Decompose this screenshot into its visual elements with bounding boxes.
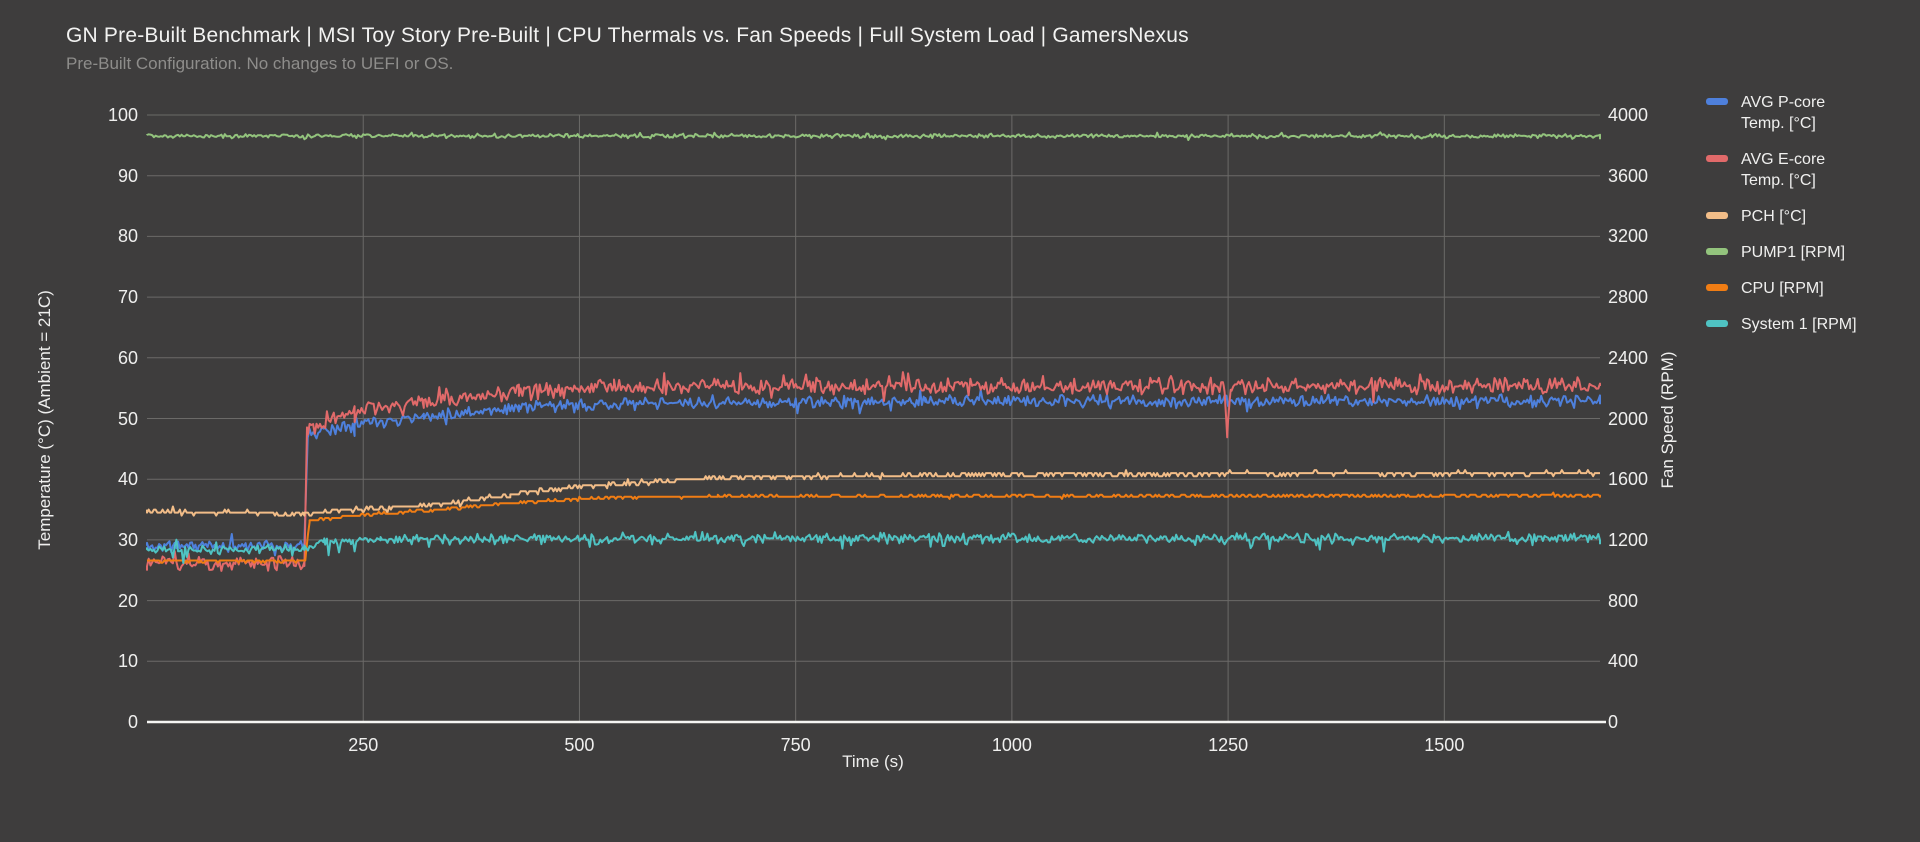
y-left-tick-label: 60 xyxy=(117,347,138,368)
legend-item-avg-e-core-temp: AVG E-core Temp. [°C] xyxy=(1706,149,1857,191)
legend-item-system-1: System 1 [RPM] xyxy=(1706,314,1857,335)
x-tick-label: 750 xyxy=(780,735,811,755)
x-tick-label: 1250 xyxy=(1208,735,1249,755)
y-axis-title-left: Temperature (°C) (Ambient = 21C) xyxy=(35,290,54,550)
y-right-tick-label: 800 xyxy=(1608,590,1639,611)
y-right-tick-label: 4000 xyxy=(1608,105,1649,125)
legend-label-system-1: System 1 [RPM] xyxy=(1741,316,1857,333)
x-tick-label: 1500 xyxy=(1424,735,1465,755)
legend-swatch-pump1 xyxy=(1706,248,1728,255)
y-left-tick-label: 10 xyxy=(117,651,138,672)
y-left-tick-label: 20 xyxy=(117,590,138,611)
y-right-tick-label: 3200 xyxy=(1608,226,1649,247)
x-axis-title: Time (s) xyxy=(842,752,904,771)
y-left-tick-label: 50 xyxy=(117,408,138,429)
legend-item-pch: PCH [°C] xyxy=(1706,206,1857,227)
y-left-tick-label: 0 xyxy=(127,712,138,732)
y-right-tick-label: 2400 xyxy=(1608,347,1649,368)
legend-swatch-cpu xyxy=(1706,284,1728,291)
y-right-tick-label: 2800 xyxy=(1608,287,1649,308)
series-line-pch xyxy=(146,469,1600,517)
legend-label-avg-p-core-temp: AVG P-core Temp. [°C] xyxy=(1741,94,1826,132)
y-left-tick-label: 90 xyxy=(117,165,138,186)
y-right-tick-label: 1600 xyxy=(1608,469,1649,490)
series-line-pump1 xyxy=(146,131,1601,141)
y-right-tick-label: 1200 xyxy=(1608,529,1649,550)
legend-swatch-avg-p-core-temp xyxy=(1706,98,1728,105)
chart-title: GN Pre-Built Benchmark | MSI Toy Story P… xyxy=(66,24,1189,47)
x-tick-label: 500 xyxy=(564,735,595,755)
legend-label-avg-e-core-temp: AVG E-core Temp. [°C] xyxy=(1741,151,1826,189)
series-line-cpu xyxy=(147,491,1601,564)
series-line-avg-p-core-temp xyxy=(146,389,1601,557)
x-tick-label: 1000 xyxy=(991,735,1032,755)
legend-label-pump1: PUMP1 [RPM] xyxy=(1741,244,1846,261)
legend-swatch-system-1 xyxy=(1706,320,1728,327)
x-tick-label: 250 xyxy=(348,735,379,755)
y-right-tick-label: 400 xyxy=(1608,651,1639,672)
y-left-tick-label: 70 xyxy=(117,287,138,308)
series-line-system-1 xyxy=(146,530,1601,564)
legend-item-avg-p-core-temp: AVG P-core Temp. [°C] xyxy=(1706,92,1857,134)
chart-subtitle: Pre-Built Configuration. No changes to U… xyxy=(66,54,454,73)
y-left-tick-label: 30 xyxy=(117,529,138,550)
legend: AVG P-core Temp. [°C] AVG E-core Temp. [°… xyxy=(1706,92,1857,335)
y-right-tick-label: 2000 xyxy=(1608,408,1649,429)
legend-label-pch: PCH [°C] xyxy=(1741,208,1807,225)
y-left-tick-label: 80 xyxy=(117,226,138,247)
legend-swatch-avg-e-core-temp xyxy=(1706,155,1728,162)
series-line-avg-e-core-temp xyxy=(146,371,1601,572)
y-right-tick-label: 3600 xyxy=(1608,165,1649,186)
legend-item-cpu: CPU [RPM] xyxy=(1706,278,1857,299)
y-left-tick-label: 40 xyxy=(117,469,138,490)
legend-label-cpu: CPU [RPM] xyxy=(1741,280,1824,297)
y-right-tick-label: 0 xyxy=(1608,712,1619,732)
legend-item-pump1: PUMP1 [RPM] xyxy=(1706,242,1857,263)
y-left-tick-label: 100 xyxy=(107,105,138,125)
legend-swatch-pch xyxy=(1706,212,1728,219)
